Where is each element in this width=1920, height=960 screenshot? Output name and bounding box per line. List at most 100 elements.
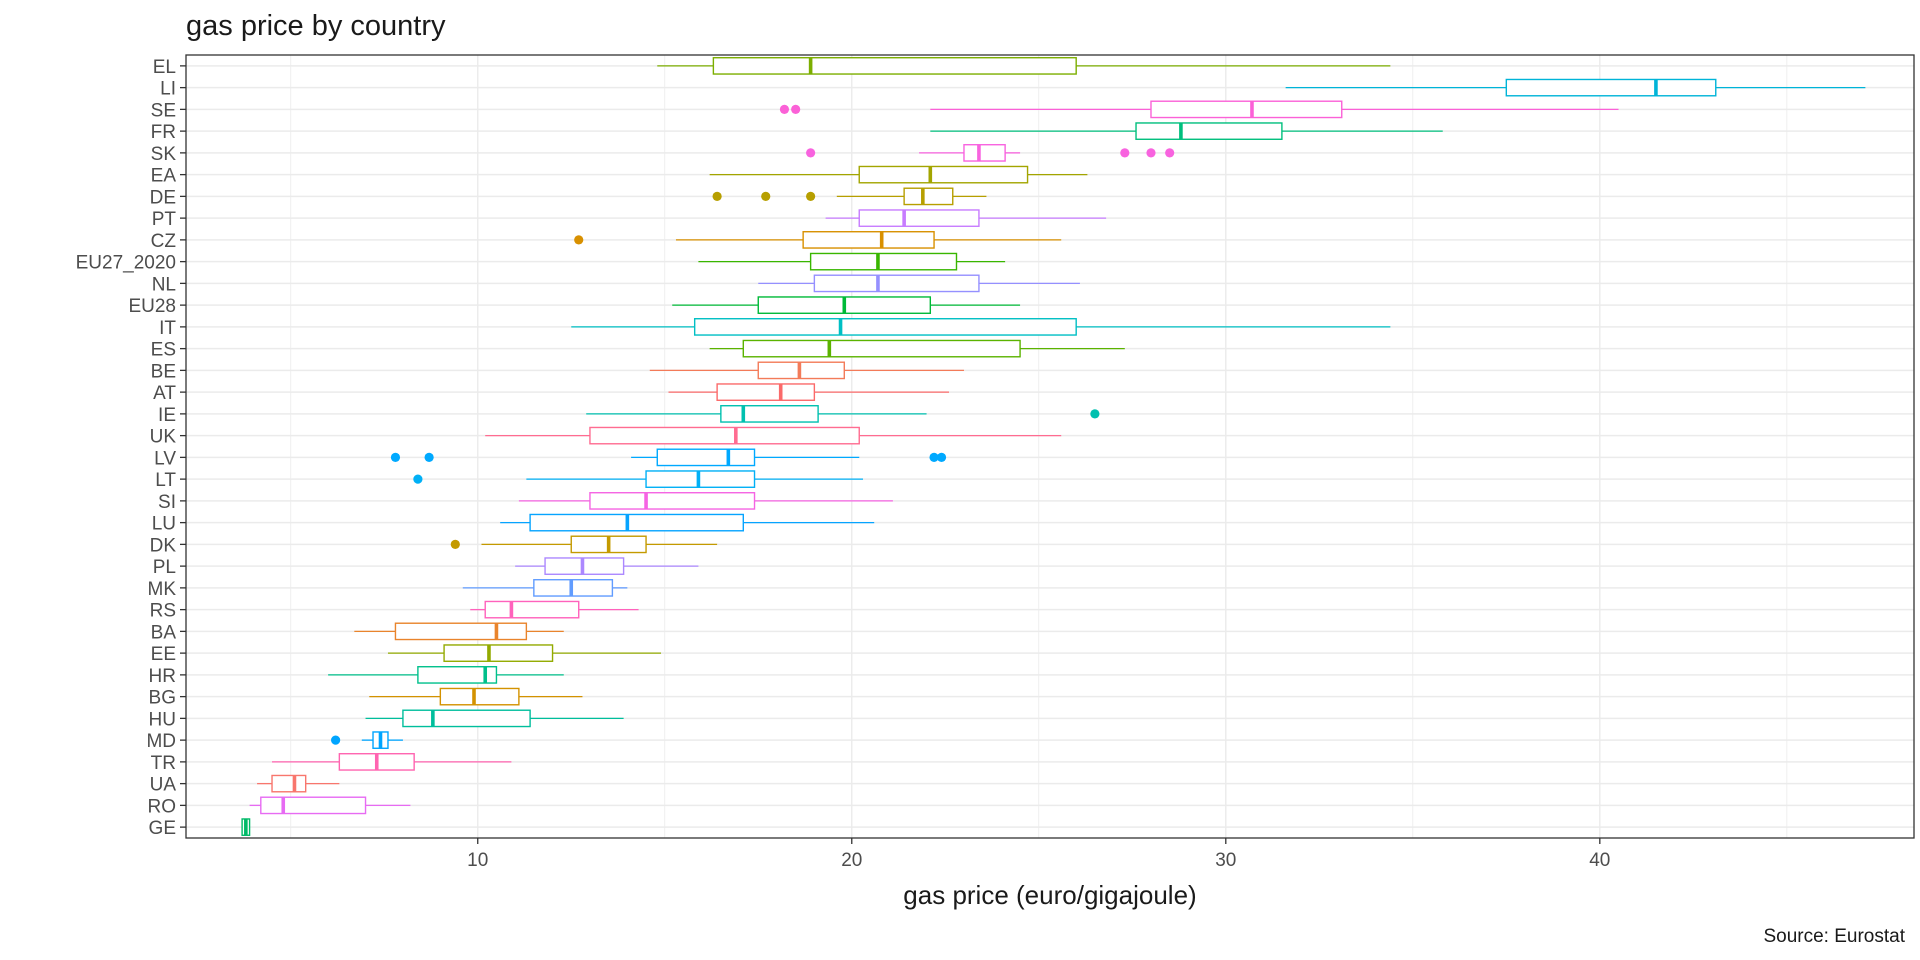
box-at xyxy=(668,383,950,401)
outlier-point xyxy=(929,452,939,462)
chart-title: gas price by country xyxy=(186,10,446,42)
box-iqr xyxy=(757,361,845,380)
box-iqr xyxy=(720,405,819,423)
box-rs xyxy=(470,600,639,619)
y-tick-label: CZ xyxy=(151,231,177,252)
y-tick-label: AT xyxy=(153,383,176,404)
y-tick-label: FR xyxy=(151,122,176,143)
box-lt xyxy=(413,470,863,488)
y-tick-label: EL xyxy=(153,57,176,78)
y-tick-label: BA xyxy=(151,622,177,643)
box-pl xyxy=(515,557,699,575)
outlier-point xyxy=(331,735,341,745)
y-tick-label: LV xyxy=(154,448,176,469)
y-tick-label: DK xyxy=(150,535,177,556)
outlier-point xyxy=(390,452,401,462)
box-iqr xyxy=(645,470,756,488)
box-nl xyxy=(758,274,1080,293)
box-iqr xyxy=(1150,100,1343,119)
box-el xyxy=(657,57,1391,75)
y-tick-label: RS xyxy=(150,601,176,622)
box-iqr xyxy=(260,796,367,815)
y-tick-label: HR xyxy=(149,666,176,687)
box-iqr xyxy=(903,187,954,206)
outlier-point xyxy=(936,452,947,462)
y-tick-label: EA xyxy=(151,166,177,187)
chart-caption: Source: Eurostat xyxy=(1763,926,1905,947)
outlier-point xyxy=(450,539,460,549)
y-tick-label: GE xyxy=(149,818,176,839)
box-ro xyxy=(249,796,411,815)
box-iqr xyxy=(529,513,744,532)
outlier-point xyxy=(1090,409,1100,419)
outlier-point xyxy=(712,191,722,201)
box-iqr xyxy=(712,57,1077,75)
outlier-point xyxy=(761,191,771,201)
box-iqr xyxy=(484,600,580,619)
box-iqr xyxy=(439,687,520,706)
outlier-point xyxy=(1165,148,1175,158)
y-tick-label: LI xyxy=(160,79,176,100)
box-es xyxy=(709,339,1125,358)
box-iqr xyxy=(394,622,528,641)
y-tick-label: PL xyxy=(153,557,176,578)
box-ie xyxy=(586,405,1100,423)
box-eu27_2020 xyxy=(698,252,1006,271)
box-md xyxy=(331,731,403,749)
box-iqr xyxy=(544,557,625,575)
box-sk xyxy=(806,144,1175,162)
outlier-point xyxy=(779,104,790,114)
box-iqr xyxy=(809,252,958,271)
box-iqr xyxy=(963,144,1006,162)
y-tick-label: BE xyxy=(151,361,176,382)
box-iqr xyxy=(716,383,816,401)
box-iqr xyxy=(858,209,980,227)
box-iqr xyxy=(589,426,860,445)
box-ea xyxy=(709,165,1088,184)
y-tick-label: LU xyxy=(152,514,176,535)
y-tick-label: SE xyxy=(151,100,176,121)
y-tick-label: LT xyxy=(155,470,176,491)
box-iqr xyxy=(402,709,531,728)
box-hr xyxy=(328,666,564,684)
box-cz xyxy=(574,231,1062,249)
box-li xyxy=(1285,78,1866,97)
box-mk xyxy=(462,579,628,597)
y-tick-label: RO xyxy=(148,796,177,817)
box-iqr xyxy=(656,448,756,467)
y-tick-label: EU28 xyxy=(128,296,176,317)
box-layer xyxy=(241,57,1866,836)
y-tick-label: UK xyxy=(150,427,177,448)
y-tick-label: MK xyxy=(148,579,177,600)
y-tick-label: NL xyxy=(152,274,176,295)
box-lu xyxy=(500,513,875,532)
box-ge xyxy=(241,818,251,836)
box-eu28 xyxy=(672,296,1021,314)
box-ua xyxy=(257,774,340,793)
box-hu xyxy=(365,709,624,728)
y-axis: ELLISEFRSKEADEPTCZEU27_2020NLEU28ITESBEA… xyxy=(76,57,186,839)
box-iqr xyxy=(589,492,756,510)
box-ee xyxy=(387,644,662,662)
y-tick-label: PT xyxy=(152,209,177,230)
box-pt xyxy=(825,209,1107,227)
x-tick-label: 10 xyxy=(467,850,488,871)
y-tick-label: BG xyxy=(149,688,176,709)
box-iqr xyxy=(858,165,1029,184)
y-tick-label: HU xyxy=(149,709,176,730)
box-be xyxy=(649,361,964,380)
box-bg xyxy=(369,687,583,706)
x-tick-label: 30 xyxy=(1215,850,1236,871)
box-iqr xyxy=(813,274,980,293)
y-tick-label: SI xyxy=(158,492,176,513)
box-iqr xyxy=(693,318,1077,336)
box-iqr xyxy=(443,644,554,662)
x-axis: 10 20 30 40 xyxy=(467,838,1610,871)
y-tick-label: IE xyxy=(158,405,176,426)
box-iqr xyxy=(1505,78,1717,97)
y-tick-label: TR xyxy=(151,753,176,774)
box-dk xyxy=(450,535,718,554)
box-iqr xyxy=(802,231,935,249)
x-tick-label: 40 xyxy=(1589,850,1610,871)
